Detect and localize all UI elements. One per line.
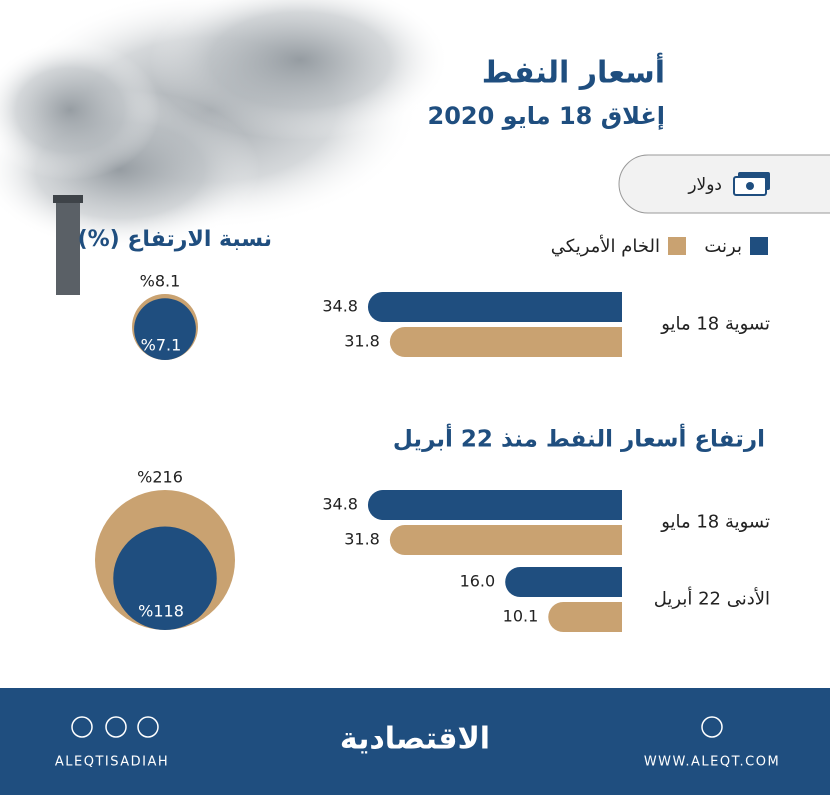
value-label: %7.1 xyxy=(141,336,182,355)
value-label: 31.8 xyxy=(344,530,380,549)
legend-swatch xyxy=(668,237,686,255)
title: أسعار النفط xyxy=(482,53,665,91)
circles-title: نسبة الارتفاع (%) xyxy=(78,227,272,252)
legend-label: برنت xyxy=(704,236,742,257)
bubble xyxy=(113,526,217,631)
value-label: 10.1 xyxy=(503,607,539,626)
value-label: 34.8 xyxy=(322,297,358,316)
section-title: ارتفاع أسعار النفط منذ 22 أبريل xyxy=(393,423,765,453)
legend-label: الخام الأمريكي xyxy=(551,235,660,257)
value-label: 31.8 xyxy=(344,332,380,351)
bar xyxy=(505,567,622,597)
category-label: تسوية 18 مايو xyxy=(660,314,770,335)
unit-pill xyxy=(618,154,830,214)
unit-label: دولار xyxy=(687,175,722,195)
smoke-background xyxy=(0,0,450,295)
facebook-icon[interactable] xyxy=(105,716,127,738)
money-icon xyxy=(733,172,770,196)
legend-swatch xyxy=(750,237,768,255)
bar xyxy=(367,490,622,520)
website: WWW.ALEQT.COM xyxy=(644,755,780,770)
value-label: 34.8 xyxy=(322,495,358,514)
category-label: تسوية 18 مايو xyxy=(660,512,770,533)
web-icon[interactable] xyxy=(701,716,723,738)
brand-logo: الاقتصادية xyxy=(340,722,490,757)
category-label: الأدنى 22 أبريل xyxy=(654,587,770,610)
instagram-icon[interactable] xyxy=(71,716,93,738)
value-label: %8.1 xyxy=(140,272,181,291)
bar xyxy=(389,525,622,555)
footer: ALEQTISADIAH الاقتصادية WWW.ALEQT.COM xyxy=(0,688,830,795)
value-label: %118 xyxy=(138,601,184,620)
footer-band xyxy=(0,688,830,795)
bubble xyxy=(134,298,196,360)
bar xyxy=(548,602,622,632)
subtitle: إغلاق 18 مايو 2020 xyxy=(428,102,666,130)
bar xyxy=(367,292,622,322)
value-label: 16.0 xyxy=(460,572,496,591)
social-handle: ALEQTISADIAH xyxy=(55,755,169,770)
twitter-icon[interactable] xyxy=(137,716,159,738)
bar xyxy=(389,327,622,357)
value-label: %216 xyxy=(137,468,183,487)
